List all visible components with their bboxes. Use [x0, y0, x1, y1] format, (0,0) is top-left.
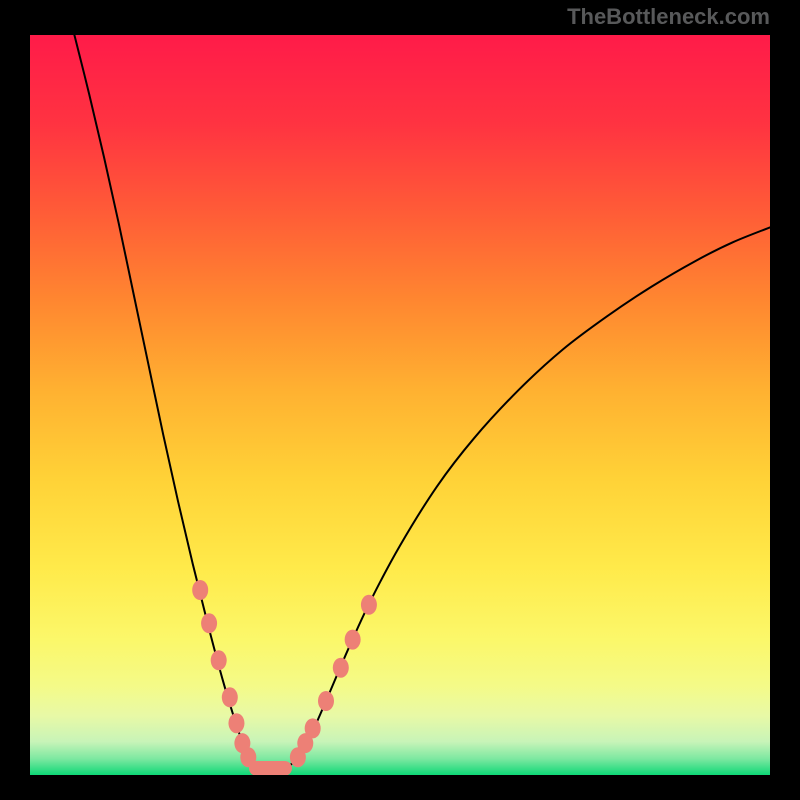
marker-right [305, 718, 321, 738]
watermark-text: TheBottleneck.com [567, 4, 770, 30]
marker-right [333, 658, 349, 678]
plot-background [30, 35, 770, 775]
marker-left [222, 687, 238, 707]
marker-right [361, 595, 377, 615]
marker-left [201, 613, 217, 633]
bottleneck-chart [0, 0, 800, 800]
marker-right [318, 691, 334, 711]
marker-left [192, 580, 208, 600]
marker-left [211, 650, 227, 670]
marker-left [228, 713, 244, 733]
marker-bottom-pill [249, 761, 292, 776]
marker-right [345, 630, 361, 650]
